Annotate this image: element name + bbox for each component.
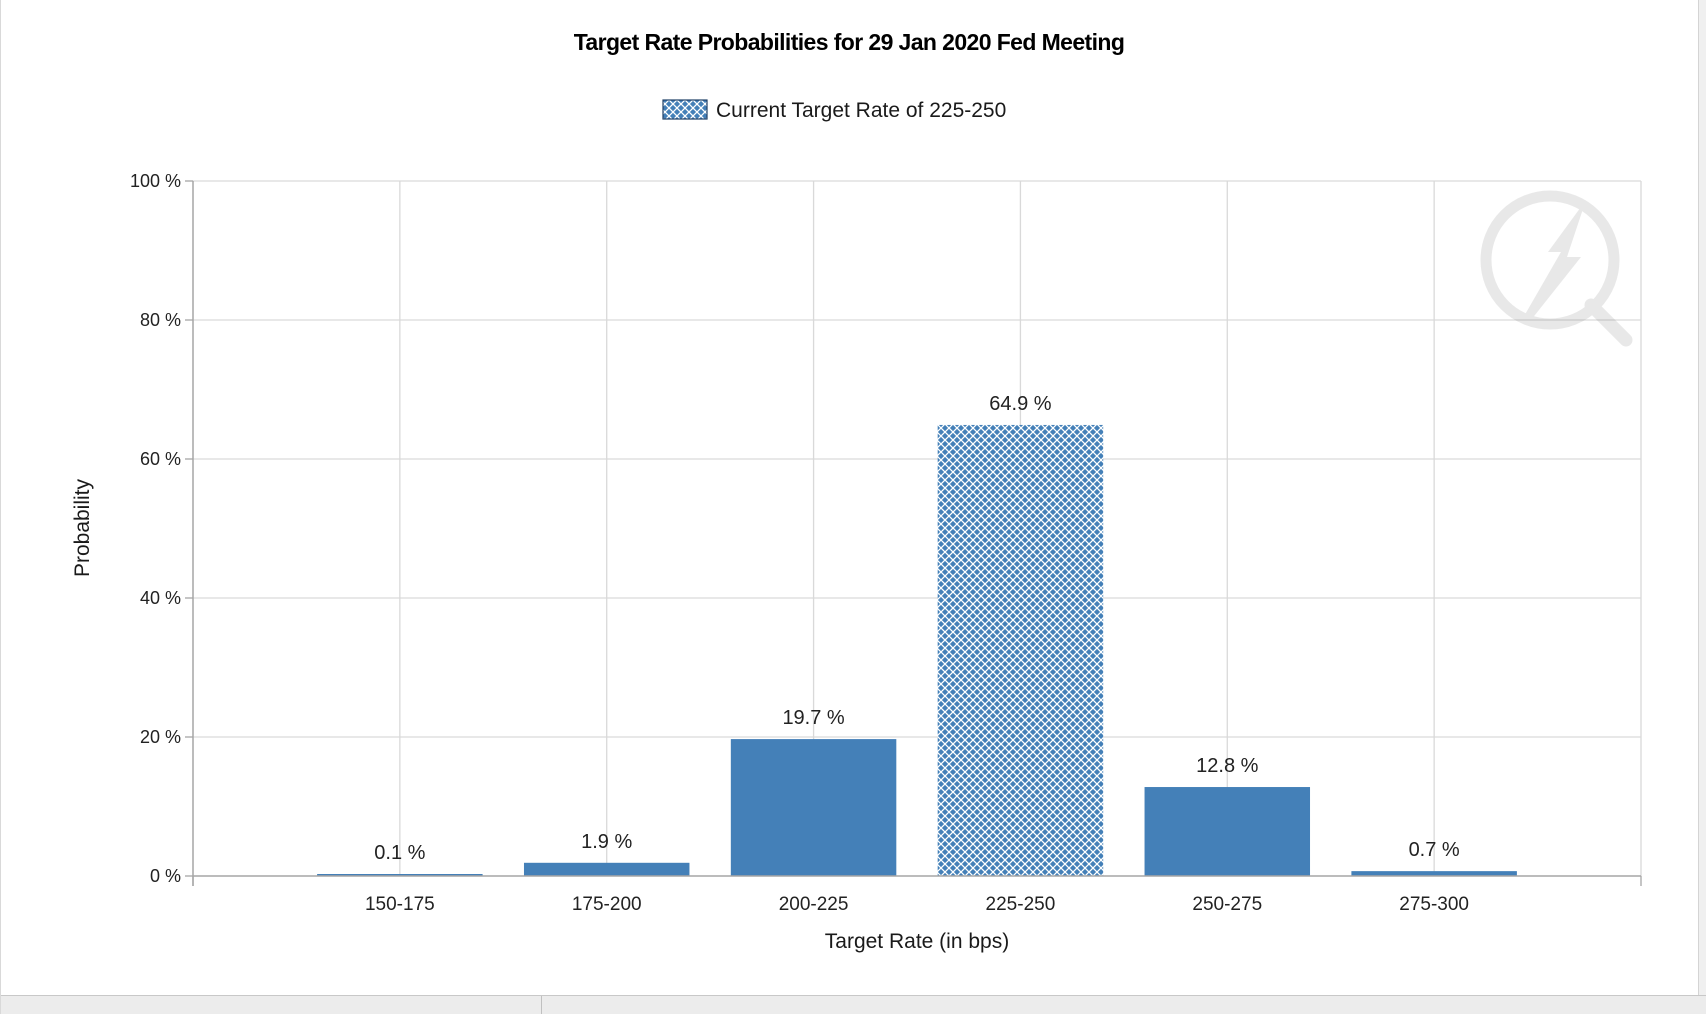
- y-tick-label: 60 %: [140, 449, 181, 469]
- bar-150-175: [317, 874, 483, 876]
- bar-chart: Target Rate Probabilities for 29 Jan 202…: [71, 29, 1642, 953]
- y-tick-label: 0 %: [150, 866, 181, 886]
- y-tick-label: 20 %: [140, 727, 181, 747]
- data-label-175-200: 1.9 %: [581, 831, 632, 853]
- y-axis-title: Probability: [71, 478, 94, 577]
- legend-swatch: [662, 99, 708, 120]
- x-tick-label-200-225: 200-225: [779, 894, 849, 915]
- x-axis-title: Target Rate (in bps): [825, 930, 1009, 953]
- x-axis-ticks: 150-175 175-200 200-225 225-250 250-275 275-3…: [192, 876, 1642, 915]
- x-tick-label-250-275: 250-275: [1192, 894, 1262, 915]
- axes: [192, 181, 1641, 886]
- status-divider: [541, 996, 542, 1014]
- legend: Current Target Rate of 225-250: [662, 99, 1006, 122]
- bars: [317, 424, 1517, 876]
- y-axis-ticks: 0 % 20 % 40 % 60 % 80 % 100 %: [130, 171, 193, 886]
- data-label-200-225: 19.7 %: [782, 707, 844, 729]
- gridlines: [193, 180, 1642, 876]
- bar-175-200: [523, 862, 690, 876]
- x-tick-label-150-175: 150-175: [365, 894, 435, 915]
- status-bar: [1, 995, 1706, 1014]
- bar-250-275: [1144, 787, 1311, 876]
- data-label-275-300: 0.7 %: [1409, 839, 1460, 861]
- y-tick-label: 40 %: [140, 588, 181, 608]
- data-label-150-175: 0.1 %: [374, 842, 425, 864]
- x-tick-label-175-200: 175-200: [572, 894, 642, 915]
- data-labels: 0.1 % 1.9 % 19.7 % 64.9 % 12.8 % 0.7 %: [374, 393, 1460, 864]
- data-label-225-250: 64.9 %: [989, 393, 1051, 415]
- bar-200-225: [730, 739, 897, 876]
- legend-label: Current Target Rate of 225-250: [716, 99, 1006, 122]
- y-tick-label: 80 %: [140, 310, 181, 330]
- y-tick-label: 100 %: [130, 171, 181, 191]
- watermark-logo: [1480, 190, 1633, 347]
- bar-275-300: [1351, 871, 1517, 876]
- x-tick-label-275-300: 275-300: [1399, 894, 1469, 915]
- chart-title: Target Rate Probabilities for 29 Jan 202…: [574, 29, 1125, 55]
- window-edge: [1698, 0, 1706, 995]
- bar-225-250: [937, 424, 1104, 876]
- data-label-250-275: 12.8 %: [1196, 755, 1258, 777]
- x-tick-label-225-250: 225-250: [986, 894, 1056, 915]
